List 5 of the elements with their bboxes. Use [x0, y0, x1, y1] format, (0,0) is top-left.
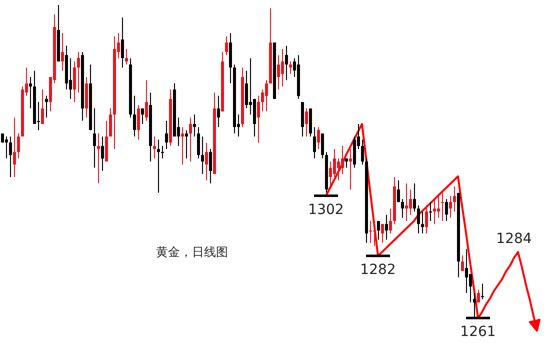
annotation: 1302	[308, 202, 344, 218]
annotation: 1284	[496, 231, 532, 248]
annotation: 1282	[360, 262, 396, 278]
text: 1261	[460, 324, 496, 340]
text: 黄金，日线图	[156, 245, 228, 259]
